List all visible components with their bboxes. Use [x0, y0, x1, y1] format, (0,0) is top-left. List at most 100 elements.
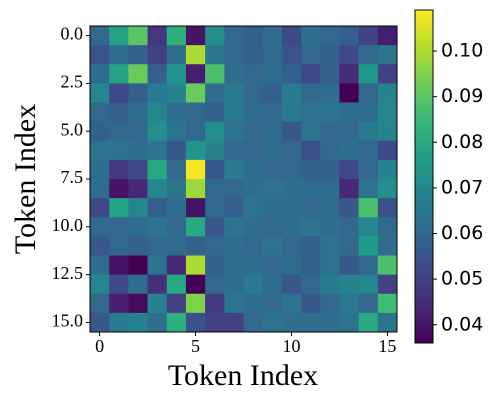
colorbar-segment: [415, 87, 433, 91]
colorbar-segment: [415, 201, 433, 205]
colorbar-segment: [415, 281, 433, 286]
colorbar-segment: [415, 129, 433, 133]
colorbar-segment: [415, 279, 433, 283]
colorbar-segment: [415, 331, 433, 336]
heatmap-cell: [358, 121, 379, 142]
heatmap-cell: [205, 159, 225, 180]
colorbar-segment: [415, 84, 433, 89]
heatmap-cell: [377, 274, 398, 295]
heatmap-cell: [224, 83, 244, 103]
colorbar-segment: [415, 240, 433, 244]
heatmap-cell: [339, 102, 360, 123]
heatmap-cell: [339, 159, 360, 180]
heatmap-cell: [339, 179, 360, 199]
heatmap-cell: [320, 217, 340, 237]
colorbar-frame: [414, 9, 434, 344]
y-tick-label: 5.0: [61, 119, 84, 139]
heatmap-cell: [147, 121, 168, 142]
heatmap-cell: [339, 255, 360, 276]
heatmap-cell: [147, 217, 168, 237]
heatmap-cell: [147, 255, 168, 276]
heatmap-cell: [301, 45, 321, 65]
heatmap-cell: [224, 179, 244, 199]
colorbar-tick-label: 0.04: [441, 313, 483, 335]
heatmap-cell: [243, 140, 264, 161]
heatmap-cell: [339, 236, 360, 256]
heatmap-cell: [224, 64, 244, 84]
heatmap-cell: [185, 102, 206, 123]
heatmap-cell: [166, 274, 187, 295]
colorbar-segment: [415, 126, 433, 130]
heatmap-cell: [166, 26, 187, 46]
heatmap-cell: [205, 64, 225, 84]
y-tick-label: 15.0: [52, 311, 84, 331]
heatmap-cell: [90, 83, 110, 103]
colorbar-segment: [415, 32, 433, 36]
heatmap-cell: [90, 255, 110, 276]
colorbar-segment: [415, 290, 433, 294]
colorbar-segment: [415, 259, 433, 264]
heatmap-cell: [358, 236, 379, 256]
heatmap-cell: [243, 121, 264, 142]
heatmap-cell: [377, 45, 398, 65]
colorbar-segment: [415, 295, 433, 300]
colorbar-segment: [415, 159, 433, 164]
heatmap-cell: [301, 102, 321, 123]
heatmap-cell: [262, 179, 283, 199]
heatmap-cell: [301, 198, 321, 218]
x-axis-label: Token Index: [168, 359, 318, 392]
heatmap-cell: [339, 26, 360, 46]
heatmap-cell: [262, 312, 283, 333]
heatmap-cell: [128, 102, 148, 123]
colorbar-segment: [415, 287, 433, 291]
colorbar-tick-label: 0.07: [441, 176, 483, 198]
heatmap-cell: [90, 198, 110, 218]
heatmap-cell: [109, 236, 129, 256]
heatmap-cell: [224, 274, 244, 295]
heatmap-cell: [377, 140, 398, 161]
heatmap-cell: [166, 83, 187, 103]
heatmap-cell: [377, 159, 398, 180]
heatmap-cell: [377, 179, 398, 199]
heatmap-cell: [301, 255, 321, 276]
heatmap-cell: [320, 179, 340, 199]
colorbar-segment: [415, 326, 433, 330]
heatmap-cell: [320, 159, 340, 180]
colorbar-segment: [415, 245, 433, 250]
colorbar-segment: [415, 312, 433, 316]
colorbar-segment: [415, 298, 433, 302]
colorbar-segment: [415, 143, 433, 147]
heatmap-cell: [205, 198, 225, 218]
heatmap-cell: [301, 140, 321, 161]
colorbar-segment: [415, 118, 433, 122]
heatmap-cell: [377, 121, 398, 142]
heatmap-cell: [205, 140, 225, 161]
heatmap-cell: [128, 217, 148, 237]
heatmap-cell: [224, 121, 244, 142]
heatmap-cell: [166, 45, 187, 65]
heatmap-cell: [128, 198, 148, 218]
colorbar-segment: [415, 334, 433, 338]
colorbar-segment: [415, 243, 433, 247]
heatmap-cell: [109, 121, 129, 142]
colorbar-segment: [415, 170, 433, 175]
colorbar-segment: [415, 93, 433, 97]
colorbar-segment: [415, 18, 433, 22]
colorbar-segment: [415, 223, 433, 227]
heatmap-cell: [262, 159, 283, 180]
colorbar-segment: [415, 193, 433, 197]
heatmap-cell: [358, 179, 379, 199]
heatmap-cell: [320, 236, 340, 256]
heatmap-cell: [243, 102, 264, 123]
colorbar-segment: [415, 218, 433, 222]
heatmap-cell: [377, 102, 398, 123]
colorbar-tick-label: 0.09: [441, 85, 483, 107]
heatmap-cell: [320, 121, 340, 142]
heatmap-cell: [109, 159, 129, 180]
colorbar-segment: [415, 195, 433, 200]
heatmap-cell: [281, 159, 302, 180]
heatmap-cell: [262, 121, 283, 142]
heatmap-cell: [358, 26, 379, 46]
colorbar-segment: [415, 251, 433, 255]
heatmap-cell: [90, 26, 110, 46]
